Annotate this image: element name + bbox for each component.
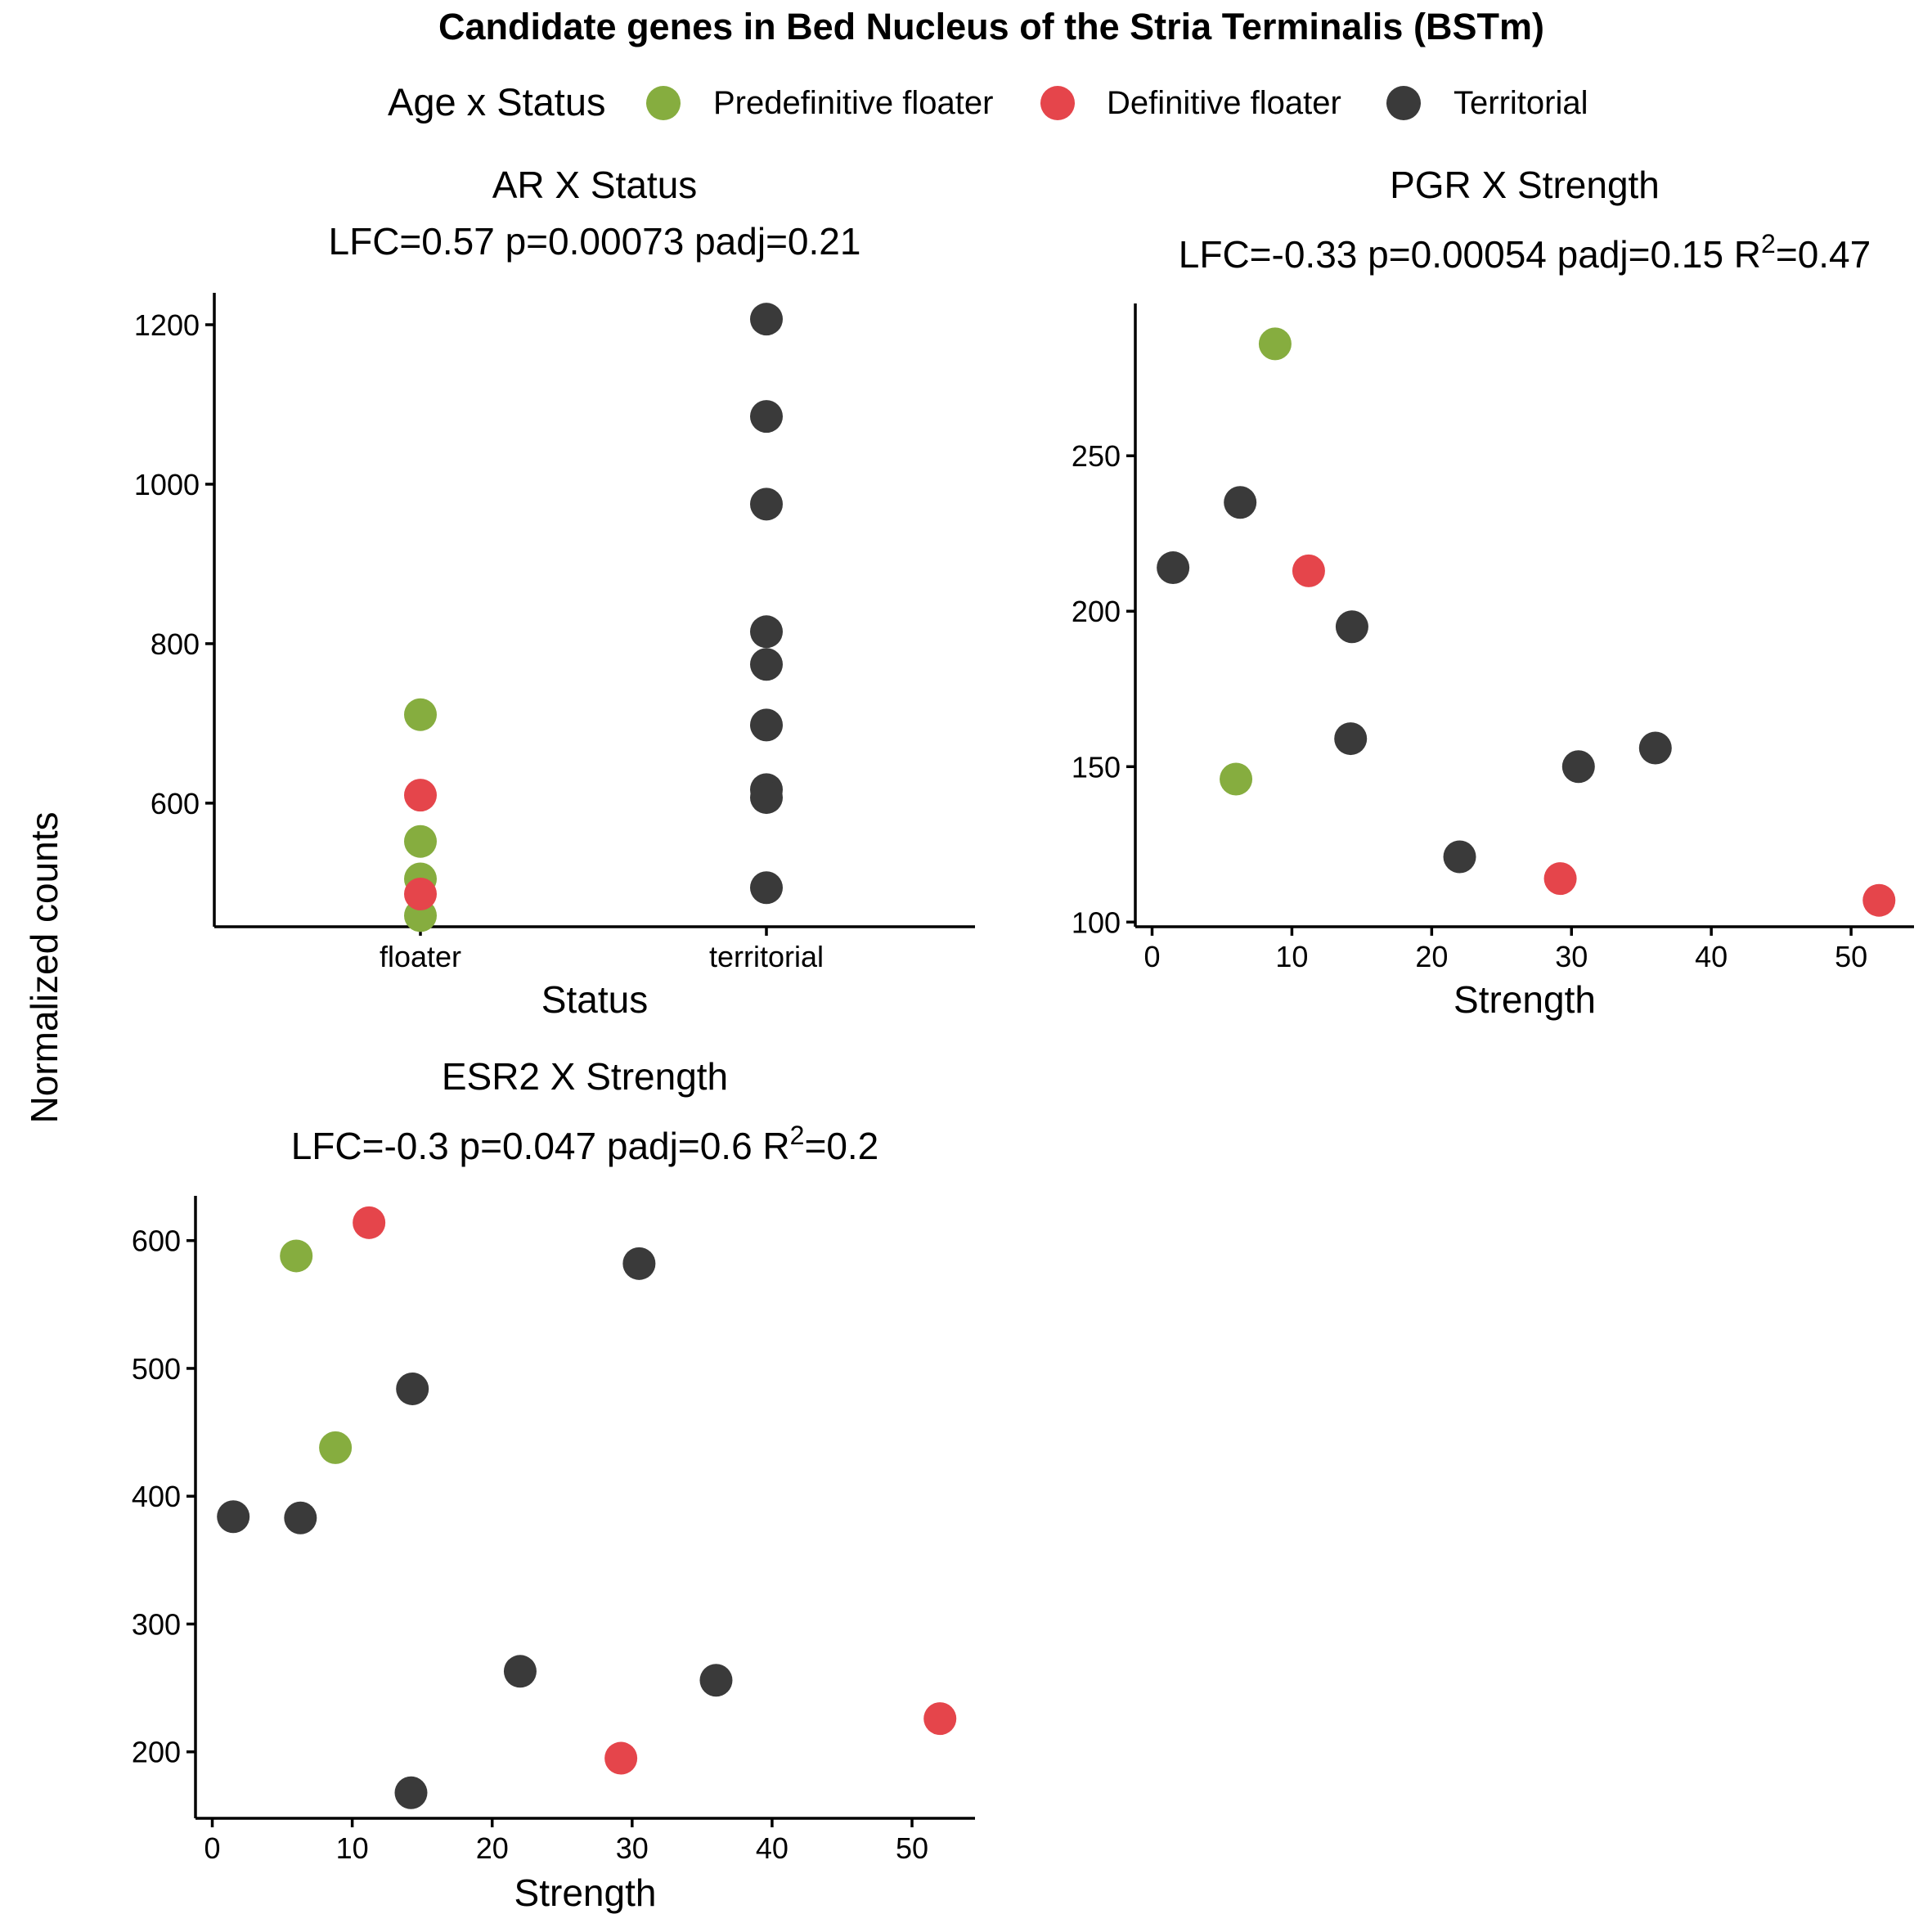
x-axis-title: Strength bbox=[514, 1871, 657, 1914]
panel-title: ESR2 X Strength bbox=[442, 1055, 728, 1098]
data-point bbox=[699, 1664, 733, 1697]
panel-subtitle: LFC=-0.33 p=0.00054 padj=0.15 R2=0.47 bbox=[1179, 229, 1871, 276]
legend-label-definitive: Definitive floater bbox=[1107, 85, 1341, 121]
data-point bbox=[396, 1372, 429, 1405]
x-tick-label: 50 bbox=[896, 1831, 928, 1865]
data-point bbox=[1335, 610, 1368, 644]
y-tick-label: 250 bbox=[1072, 439, 1121, 473]
panel-subtitle: LFC=0.57 p=0.00073 padj=0.21 bbox=[329, 220, 861, 263]
data-point bbox=[1543, 862, 1577, 896]
legend-label-territorial: Territorial bbox=[1453, 85, 1588, 121]
series-predefinitive-floater bbox=[280, 1239, 353, 1464]
y-tick-label: 150 bbox=[1072, 750, 1121, 784]
x-axis-title: Status bbox=[541, 978, 648, 1021]
x-tick-label: territorial bbox=[709, 940, 824, 973]
data-point bbox=[1220, 762, 1253, 796]
data-point bbox=[1561, 750, 1595, 784]
data-point bbox=[404, 779, 437, 812]
legend-title: Age x Status bbox=[388, 80, 606, 124]
panel-esr2-strength: ESR2 X Strength LFC=-0.3 p=0.047 padj=0.6… bbox=[132, 1055, 975, 1914]
y-tick-label: 500 bbox=[132, 1352, 181, 1386]
y-tick-label: 1200 bbox=[134, 308, 200, 342]
panel-ar-status: AR X Status LFC=0.57 p=0.00073 padj=0.21 6… bbox=[134, 164, 975, 1021]
y-tick-label: 400 bbox=[132, 1480, 181, 1513]
x-tick-label: 30 bbox=[1555, 940, 1588, 973]
data-point bbox=[1292, 554, 1325, 587]
data-point bbox=[622, 1247, 656, 1280]
data-point bbox=[503, 1655, 537, 1688]
data-point bbox=[394, 1776, 428, 1809]
x-tick-label: 10 bbox=[336, 1831, 369, 1865]
panel-pgr-strength: PGR X Strength LFC=-0.33 p=0.00054 padj=0… bbox=[1072, 164, 1914, 1021]
data-point bbox=[404, 698, 437, 731]
data-point bbox=[604, 1741, 638, 1775]
x-tick-label: 20 bbox=[1415, 940, 1448, 973]
x-tick-label: floater bbox=[380, 940, 461, 973]
y-tick-label: 1000 bbox=[134, 468, 200, 501]
data-point bbox=[750, 781, 783, 815]
y-tick-label: 300 bbox=[132, 1607, 181, 1641]
data-point bbox=[319, 1431, 353, 1464]
figure-title: Candidate genes in Bed Nucleus of the St… bbox=[438, 6, 1544, 47]
series-definitive-floater bbox=[404, 779, 437, 911]
data-point bbox=[1224, 486, 1257, 519]
legend-marker-predefinitive bbox=[646, 86, 681, 120]
y-tick-label: 600 bbox=[132, 1224, 181, 1258]
x-tick-label: 30 bbox=[616, 1831, 649, 1865]
panel-title: PGR X Strength bbox=[1390, 164, 1660, 206]
x-tick-label: 40 bbox=[756, 1831, 789, 1865]
x-tick-label: 20 bbox=[476, 1831, 509, 1865]
data-point bbox=[1638, 731, 1672, 765]
data-point bbox=[750, 708, 783, 742]
data-point bbox=[750, 400, 783, 434]
shared-y-axis-title: Normalized counts bbox=[23, 812, 65, 1124]
data-point bbox=[750, 615, 783, 649]
data-point bbox=[404, 878, 437, 911]
data-point bbox=[923, 1702, 957, 1736]
x-tick-label: 50 bbox=[1835, 940, 1867, 973]
legend: Age x Status Predefinitive floater Defin… bbox=[388, 80, 1588, 124]
data-point bbox=[404, 824, 437, 858]
x-tick-label: 10 bbox=[1275, 940, 1308, 973]
data-point bbox=[280, 1239, 313, 1273]
y-tick-label: 200 bbox=[132, 1736, 181, 1769]
legend-marker-definitive bbox=[1040, 86, 1075, 120]
x-tick-label: 0 bbox=[204, 1831, 221, 1865]
series-predefinitive-floater bbox=[1220, 327, 1292, 796]
data-point bbox=[1157, 551, 1190, 585]
data-point bbox=[1443, 840, 1476, 874]
data-point bbox=[750, 648, 783, 681]
legend-label-predefinitive: Predefinitive floater bbox=[713, 85, 993, 121]
series-territorial bbox=[1157, 486, 1672, 874]
series-territorial bbox=[750, 303, 783, 905]
y-tick-label: 200 bbox=[1072, 595, 1121, 628]
series-definitive-floater bbox=[1292, 554, 1896, 917]
panel-subtitle: LFC=-0.3 p=0.047 padj=0.6 R2=0.2 bbox=[291, 1121, 879, 1167]
data-point bbox=[353, 1206, 386, 1239]
data-point bbox=[750, 303, 783, 336]
data-point bbox=[217, 1500, 250, 1534]
y-tick-label: 100 bbox=[1072, 905, 1121, 939]
x-tick-label: 40 bbox=[1695, 940, 1728, 973]
data-point bbox=[1334, 722, 1368, 756]
series-definitive-floater bbox=[353, 1206, 957, 1775]
data-point bbox=[750, 487, 783, 521]
x-tick-label: 0 bbox=[1143, 940, 1160, 973]
data-point bbox=[284, 1501, 317, 1534]
series-territorial bbox=[217, 1247, 733, 1809]
y-tick-label: 600 bbox=[151, 787, 200, 820]
legend-marker-territorial bbox=[1386, 86, 1421, 120]
data-point bbox=[750, 871, 783, 905]
data-point bbox=[1862, 883, 1896, 917]
panel-title: AR X Status bbox=[492, 164, 698, 206]
y-tick-label: 800 bbox=[151, 627, 200, 661]
x-axis-title: Strength bbox=[1453, 978, 1596, 1021]
data-point bbox=[1258, 327, 1292, 361]
